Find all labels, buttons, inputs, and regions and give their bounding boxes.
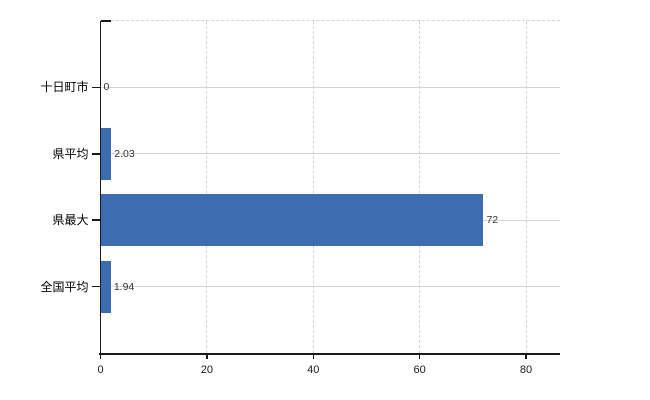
x-tick-label: 40 — [307, 364, 320, 376]
x-tick-label: 0 — [97, 364, 104, 376]
bar — [100, 260, 111, 313]
category-gridline — [100, 86, 560, 88]
value-label: 0 — [103, 81, 110, 94]
x-tick-label: 20 — [200, 364, 213, 376]
x-tick-label: 80 — [519, 364, 533, 376]
category-label: 県平均 — [52, 146, 89, 161]
y-axis-tick — [91, 86, 101, 89]
bar — [100, 194, 484, 247]
y-axis-top-tick — [100, 20, 111, 22]
x-tick-label: 60 — [413, 364, 426, 376]
x-gridline — [206, 21, 208, 353]
category-label: 全国平均 — [40, 279, 89, 294]
category-label: 県最大 — [52, 213, 89, 228]
x-axis — [98, 353, 560, 355]
x-gridline — [525, 21, 527, 353]
y-axis-tick — [91, 219, 101, 221]
x-axis-tick — [525, 353, 527, 359]
bar — [100, 127, 112, 180]
value-label: 2.03 — [114, 147, 135, 160]
category-gridline — [100, 286, 560, 288]
y-axis — [99, 21, 101, 353]
category-gridline — [100, 153, 560, 155]
x-axis-tick — [418, 353, 421, 359]
x-axis-tick — [206, 353, 208, 359]
plot-top-dashed-border — [100, 20, 560, 21]
value-label: 1.94 — [113, 280, 135, 293]
y-axis-tick — [91, 153, 101, 155]
x-gridline — [419, 21, 421, 353]
x-axis-tick — [99, 353, 102, 359]
x-gridline — [312, 21, 314, 353]
category-label: 十日町市 — [40, 80, 89, 95]
value-label: 72 — [486, 214, 499, 227]
y-axis-tick — [91, 285, 101, 288]
x-axis-tick — [312, 353, 314, 359]
